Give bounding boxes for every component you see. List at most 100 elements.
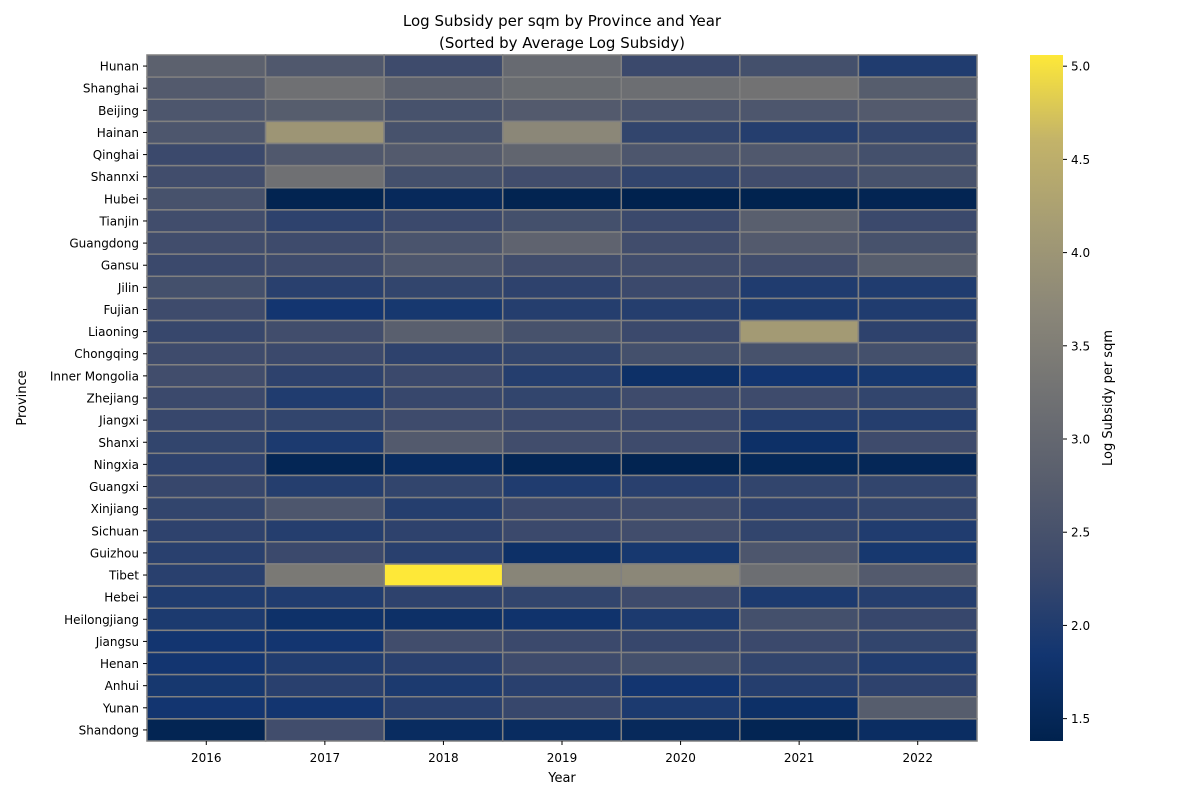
- heatmap-cell: [739, 673, 860, 698]
- heatmap-cell: [264, 474, 385, 499]
- heatmap-cell: [501, 695, 623, 720]
- heatmap-cell: [739, 408, 860, 432]
- heatmap-cell: [383, 54, 504, 78]
- heatmap-cell: [739, 585, 860, 609]
- heatmap-cell: [739, 695, 860, 720]
- heatmap-cell: [857, 452, 978, 477]
- heatmap-cell: [264, 364, 385, 388]
- heatmap-cell: [739, 607, 860, 632]
- heatmap-cell: [146, 541, 267, 565]
- heatmap-cell: [501, 408, 623, 432]
- heatmap-cell: [857, 518, 978, 543]
- heatmap-cell: [383, 142, 504, 167]
- heatmap-cell: [620, 319, 741, 344]
- y-tick-label: Hebei: [104, 591, 139, 605]
- x-axis-label: Year: [547, 771, 576, 786]
- heatmap-cell: [620, 341, 741, 366]
- heatmap-cell: [264, 164, 385, 189]
- heatmap-cell: [146, 651, 267, 676]
- heatmap-cell: [620, 452, 741, 477]
- heatmap-cell: [620, 718, 741, 742]
- heatmap-cell: [146, 585, 267, 609]
- heatmap-cell: [857, 695, 978, 720]
- heatmap-cell: [857, 408, 978, 432]
- y-tick-label: Liaoning: [88, 325, 139, 339]
- heatmap-cell: [146, 76, 267, 101]
- heatmap-cell: [264, 231, 385, 255]
- y-tick-label: Yunan: [102, 701, 139, 715]
- heatmap-cell: [501, 297, 623, 322]
- heatmap-cell: [739, 164, 860, 189]
- heatmap-cell: [620, 209, 741, 233]
- heatmap-cell: [501, 54, 623, 78]
- heatmap-cell: [620, 164, 741, 189]
- heatmap-cell: [383, 629, 504, 654]
- heatmap-cell: [264, 518, 385, 543]
- heatmap-cell: [739, 386, 860, 410]
- heatmap-cell: [739, 496, 860, 521]
- heatmap-cell: [857, 341, 978, 366]
- heatmap-cell: [146, 54, 267, 78]
- y-tick-label: Shandong: [79, 723, 139, 737]
- heatmap-cell: [146, 319, 267, 344]
- heatmap-cell: [383, 297, 504, 322]
- heatmap-cell: [739, 541, 860, 565]
- y-tick-label: Gansu: [101, 259, 139, 273]
- heatmap-cell: [146, 563, 267, 587]
- heatmap-cell: [620, 430, 741, 455]
- heatmap-cell: [146, 386, 267, 410]
- y-tick-label: Henan: [100, 657, 139, 671]
- heatmap-cell: [857, 651, 978, 676]
- heatmap-cell: [264, 563, 385, 587]
- heatmap-cell: [739, 651, 860, 676]
- heatmap-cell: [146, 98, 267, 123]
- heatmap-cell: [501, 164, 623, 189]
- heatmap-cell: [739, 430, 860, 455]
- x-tick-label: 2021: [784, 751, 815, 765]
- heatmap-cell: [620, 120, 741, 145]
- heatmap-cell: [264, 76, 385, 101]
- heatmap-cell: [264, 297, 385, 322]
- y-tick-label: Guangdong: [69, 237, 139, 251]
- heatmap-cell: [146, 142, 267, 167]
- heatmap-cell: [620, 187, 741, 211]
- heatmap-cell: [146, 275, 267, 300]
- heatmap-cell: [739, 98, 860, 123]
- heatmap-cell: [857, 541, 978, 565]
- heatmap-cell: [264, 673, 385, 698]
- heatmap-cell: [146, 629, 267, 654]
- heatmap-cell: [264, 341, 385, 366]
- heatmap-cell: [383, 651, 504, 676]
- heatmap-cell: [620, 297, 741, 322]
- heatmap-cell: [146, 253, 267, 278]
- heatmap-cell: [146, 209, 267, 233]
- x-tick-label: 2018: [428, 751, 459, 765]
- heatmap-cell: [620, 364, 741, 388]
- heatmap-cell: [383, 120, 504, 145]
- heatmap-cell: [264, 695, 385, 720]
- heatmap-cell: [857, 474, 978, 499]
- heatmap-cell: [620, 231, 741, 255]
- y-tick-label: Chongqing: [74, 347, 139, 361]
- colorbar-tick-label: 2.0: [1071, 619, 1090, 633]
- y-tick-label: Ningxia: [94, 458, 139, 472]
- heatmap-cell: [857, 187, 978, 211]
- heatmap-cell: [383, 695, 504, 720]
- heatmap-cell: [264, 430, 385, 455]
- heatmap-cell: [620, 496, 741, 521]
- heatmap-cell: [264, 54, 385, 78]
- heatmap-cell: [739, 629, 860, 654]
- y-axis-label: Province: [15, 370, 30, 425]
- heatmap-cell: [739, 187, 860, 211]
- heatmap-cell: [857, 54, 978, 78]
- heatmap-cell: [501, 673, 623, 698]
- heatmap-cell: [857, 607, 978, 632]
- heatmap-cell: [620, 673, 741, 698]
- y-tick-label: Shannxi: [91, 170, 139, 184]
- heatmap-cell: [857, 585, 978, 609]
- heatmap-cell: [620, 695, 741, 720]
- heatmap-cell: [620, 607, 741, 632]
- heatmap-cell: [620, 563, 741, 587]
- heatmap-cell: [383, 364, 504, 388]
- y-tick-label: Hubei: [104, 192, 139, 206]
